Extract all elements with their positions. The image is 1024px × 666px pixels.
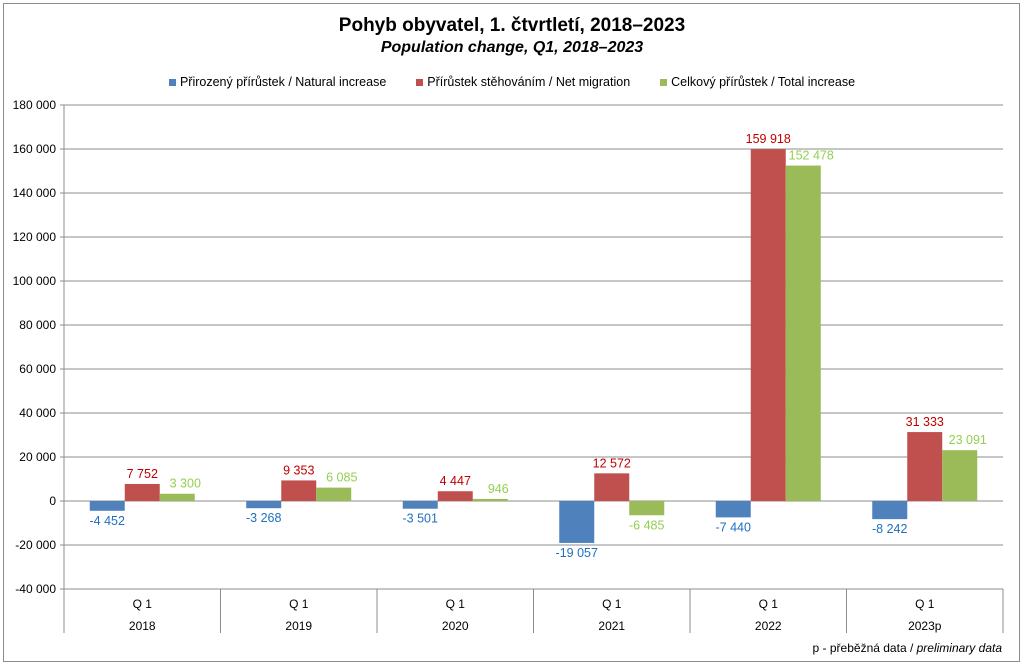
quarter-label: Q 1 — [446, 597, 466, 611]
data-label: 4 447 — [440, 474, 471, 488]
y-tick-label: 180 000 — [13, 98, 57, 112]
y-tick-label: 0 — [49, 494, 56, 508]
year-label: 2018 — [129, 619, 156, 633]
y-tick-label: 160 000 — [13, 142, 57, 156]
footnote: p - přeběžná data / preliminary data — [813, 641, 1002, 655]
quarter-label: Q 1 — [759, 597, 779, 611]
y-tick-label: 100 000 — [13, 274, 57, 288]
year-label: 2021 — [598, 619, 625, 633]
y-tick-label: 20 000 — [19, 450, 56, 464]
data-label: 3 300 — [170, 477, 201, 491]
footnote-cz: p - přeběžná data / — [812, 641, 917, 655]
y-tick-label: 80 000 — [19, 318, 56, 332]
bar — [159, 493, 195, 501]
data-label: -3 268 — [246, 511, 281, 525]
quarter-label: Q 1 — [602, 597, 622, 611]
data-label: -6 485 — [629, 518, 664, 532]
bar — [785, 165, 821, 501]
y-tick-label: 40 000 — [19, 406, 56, 420]
chart-title: Pohyb obyvatel, 1. čtvrtletí, 2018–2023 — [338, 15, 686, 36]
year-label: 2019 — [285, 619, 312, 633]
y-tick-label: 120 000 — [13, 230, 57, 244]
bar — [472, 498, 508, 501]
bar — [559, 501, 595, 543]
legend-swatch-total-increase — [660, 78, 668, 86]
quarter-label: Q 1 — [133, 597, 153, 611]
bar — [715, 501, 751, 518]
data-label: 31 333 — [906, 415, 944, 429]
legend-item-total-increase: Celkový přírůstek / Total increase — [660, 75, 855, 89]
bar — [124, 483, 160, 501]
data-label: 23 091 — [949, 433, 987, 447]
data-label: 152 478 — [789, 149, 834, 163]
y-tick-label: 140 000 — [13, 186, 57, 200]
data-label: -7 440 — [716, 520, 751, 534]
data-label: 9 353 — [283, 463, 314, 477]
legend-label-natural-increase: Přirozený přírůstek / Natural increase — [179, 75, 387, 89]
legend-swatch-net-migration — [416, 78, 424, 86]
data-label: 7 752 — [127, 467, 158, 481]
chart-subtitle: Population change, Q1, 2018–2023 — [380, 39, 644, 56]
quarter-label: Q 1 — [289, 597, 309, 611]
y-tick-label: -40 000 — [15, 582, 56, 596]
legend: Přirozený přírůstek / Natural increase P… — [0, 75, 1024, 89]
data-label: 946 — [488, 482, 509, 496]
data-label: -19 057 — [556, 546, 598, 560]
bar — [316, 487, 352, 501]
bar — [629, 501, 665, 516]
legend-swatch-natural-increase — [168, 78, 176, 86]
data-label: -3 501 — [403, 512, 438, 526]
year-label: 2023p — [908, 619, 942, 633]
bar — [594, 473, 630, 501]
data-label: 12 572 — [593, 456, 631, 470]
bar — [750, 149, 786, 501]
legend-label-total-increase: Celkový přírůstek / Total increase — [671, 75, 856, 89]
quarter-label: Q 1 — [915, 597, 935, 611]
legend-item-net-migration: Přírůstek stěhováním / Net migration — [416, 75, 630, 89]
chart-frame — [3, 3, 1020, 662]
bar — [281, 480, 317, 501]
bar — [942, 450, 978, 501]
bar — [89, 501, 125, 511]
bar — [872, 501, 908, 520]
footnote-en: preliminary data — [916, 641, 1002, 655]
y-tick-label: -20 000 — [15, 538, 56, 552]
year-label: 2020 — [442, 619, 469, 633]
data-label: 159 918 — [746, 132, 791, 146]
y-tick-label: 60 000 — [19, 362, 56, 376]
legend-label-net-migration: Přírůstek stěhováním / Net migration — [427, 75, 631, 89]
legend-item-natural-increase: Přirozený přírůstek / Natural increase — [168, 75, 387, 89]
bar — [437, 491, 473, 501]
bar — [402, 501, 438, 509]
bar — [246, 501, 282, 509]
data-label: -8 242 — [872, 522, 907, 536]
data-label: 6 085 — [326, 471, 357, 485]
data-label: -4 452 — [90, 514, 125, 528]
bar — [907, 432, 943, 501]
year-label: 2022 — [755, 619, 782, 633]
